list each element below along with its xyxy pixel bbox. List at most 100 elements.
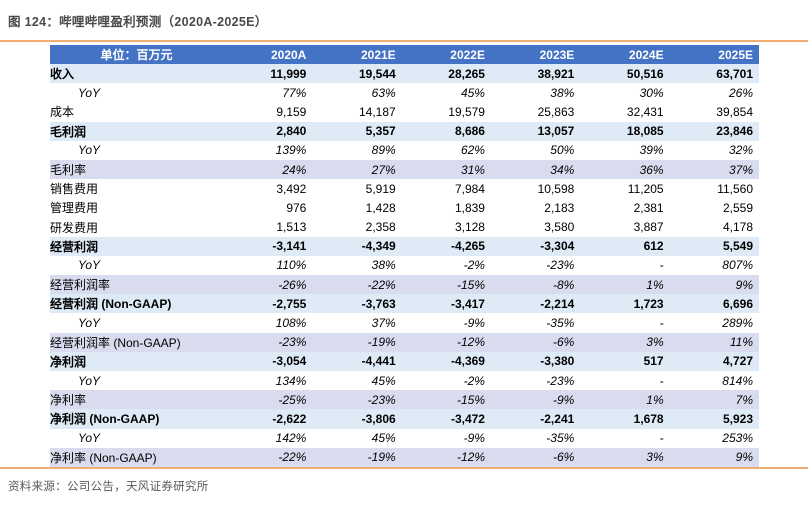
row-label: YoY — [50, 428, 224, 448]
row-label: 成本 — [50, 102, 224, 122]
cell-value: 9% — [669, 447, 759, 467]
cell-value: 18,085 — [580, 121, 670, 141]
table-row: 净利率 -25% -23% -15% -9% 1% 7% — [50, 390, 759, 410]
cell-value: 5,919 — [312, 179, 402, 199]
cell-value: 517 — [580, 351, 670, 371]
cell-value: 7,984 — [401, 179, 491, 199]
cell-value: 612 — [580, 236, 670, 256]
cell-value: 37% — [669, 159, 759, 180]
row-label: 经营利润率 — [50, 275, 224, 295]
cell-value: 14,187 — [312, 102, 402, 122]
cell-value: 11,999 — [223, 64, 313, 84]
cell-value: 814% — [669, 371, 759, 391]
cell-value: 976 — [223, 198, 313, 218]
cell-value: 4,727 — [669, 351, 759, 371]
cell-value: 9,159 — [223, 102, 313, 122]
cell-value: -3,054 — [223, 351, 313, 371]
year-header-2023E: 2023E — [490, 45, 581, 64]
cell-value: 24% — [223, 159, 313, 180]
cell-value: 6,696 — [669, 294, 759, 314]
cell-value: - — [580, 313, 670, 333]
table-row: 研发费用 1,513 2,358 3,128 3,580 3,887 4,178 — [50, 217, 759, 237]
cell-value: - — [580, 371, 670, 391]
cell-value: -4,265 — [401, 236, 491, 256]
cell-value: 63% — [312, 83, 402, 103]
cell-value: 2,381 — [580, 198, 670, 218]
table-body: 收入 11,999 19,544 28,265 38,921 50,516 63,701 Yo… — [50, 64, 759, 467]
cell-value: -2,214 — [490, 294, 581, 314]
cell-value: -6% — [490, 332, 581, 352]
cell-value: 77% — [223, 83, 313, 103]
cell-value: 3% — [580, 447, 670, 467]
cell-value: 253% — [669, 428, 759, 448]
table-row: 净利润 (Non-GAAP) -2,622 -3,806 -3,472 -2,241 1,… — [50, 409, 759, 429]
cell-value: 19,579 — [401, 102, 491, 122]
cell-value: 1,723 — [580, 294, 670, 314]
cell-value: 4,178 — [669, 217, 759, 237]
cell-value: 5,549 — [669, 236, 759, 256]
cell-value: 7% — [669, 390, 759, 410]
row-label: 收入 — [50, 64, 224, 84]
cell-value: 3,128 — [401, 217, 491, 237]
cell-value: 38,921 — [490, 64, 581, 84]
cell-value: -2% — [401, 371, 491, 391]
cell-value: 807% — [669, 255, 759, 276]
cell-value: 31% — [401, 159, 491, 180]
table-row: 净利率 (Non-GAAP) -22% -19% -12% -6% 3% 9% — [50, 447, 759, 467]
cell-value: 34% — [490, 159, 581, 180]
cell-value: -3,763 — [312, 294, 402, 314]
cell-value: 38% — [490, 83, 581, 103]
row-label: 销售费用 — [50, 179, 224, 199]
cell-value: 2,559 — [669, 198, 759, 218]
cell-value: 38% — [312, 255, 402, 276]
cell-value: -23% — [490, 371, 581, 391]
cell-value: -6% — [490, 447, 581, 467]
cell-value: 289% — [669, 313, 759, 333]
cell-value: 9% — [669, 275, 759, 295]
row-label: 管理费用 — [50, 198, 224, 218]
cell-value: -3,806 — [312, 409, 402, 429]
table-row: 成本 9,159 14,187 19,579 25,863 32,431 39,854 — [50, 102, 759, 122]
cell-value: 1% — [580, 390, 670, 410]
cell-value: -19% — [312, 447, 402, 467]
cell-value: 108% — [223, 313, 313, 333]
table-row: YoY 77% 63% 45% 38% 30% 26% — [50, 83, 759, 103]
cell-value: 1,678 — [580, 409, 670, 429]
cell-value: 28,265 — [401, 64, 491, 84]
cell-value: -15% — [401, 275, 491, 295]
forecast-table-container: 单位：百万元 2020A 2021E 2022E 2023E 2024E 2025E 收入… — [50, 45, 759, 467]
cell-value: 8,686 — [401, 121, 491, 141]
top-accent-rule — [0, 40, 808, 42]
table-row: YoY 110% 38% -2% -23% -807% — [50, 255, 759, 276]
cell-value: -15% — [401, 390, 491, 410]
row-label: 净利率 (Non-GAAP) — [50, 447, 224, 467]
cell-value: -3,380 — [490, 351, 581, 371]
cell-value: -22% — [223, 447, 313, 467]
cell-value: -2,622 — [223, 409, 313, 429]
cell-value: -3,141 — [223, 236, 313, 256]
cell-value: -4,349 — [312, 236, 402, 256]
cell-value: -23% — [490, 255, 581, 276]
cell-value: -23% — [312, 390, 402, 410]
cell-value: -3,417 — [401, 294, 491, 314]
cell-value: 3% — [580, 332, 670, 352]
cell-value: 45% — [312, 371, 402, 391]
row-label: 经营利润 (Non-GAAP) — [50, 294, 224, 314]
row-label: 经营利润 — [50, 236, 224, 256]
cell-value: 11,205 — [580, 179, 670, 199]
cell-value: 26% — [669, 83, 759, 103]
row-label: 净利润 — [50, 351, 224, 371]
cell-value: -19% — [312, 332, 402, 352]
cell-value: 23,846 — [669, 121, 759, 141]
table-row: 毛利率 24% 27% 31% 34% 36% 37% — [50, 159, 759, 180]
unit-header-cell: 单位：百万元 — [50, 45, 224, 64]
year-header-2022E: 2022E — [401, 45, 491, 64]
cell-value: -12% — [401, 447, 491, 467]
table-row: YoY 139% 89% 62% 50% 39% 32% — [50, 140, 759, 160]
cell-value: 3,492 — [223, 179, 313, 199]
cell-value: 45% — [401, 83, 491, 103]
row-label: 毛利润 — [50, 121, 224, 141]
cell-value: 1,513 — [223, 217, 313, 237]
cell-value: -4,441 — [312, 351, 402, 371]
cell-value: 27% — [312, 159, 402, 180]
